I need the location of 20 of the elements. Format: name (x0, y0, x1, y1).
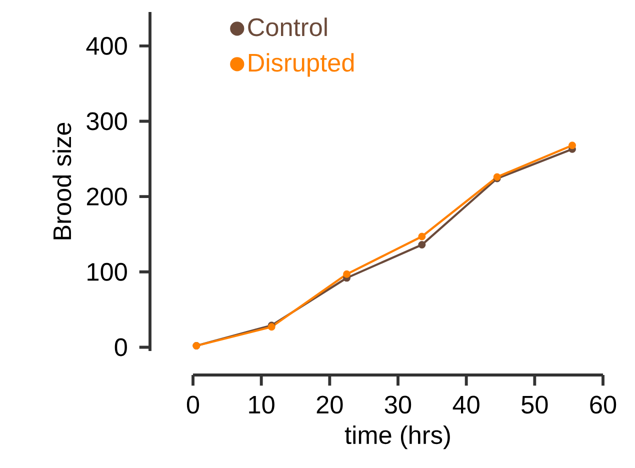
y-tick-label: 400 (86, 36, 127, 55)
x-tick-label: 60 (590, 396, 616, 414)
y-tick-label: 200 (86, 188, 127, 206)
point (343, 270, 350, 278)
x-tick-label: 50 (522, 396, 548, 414)
x-tick-label: 20 (316, 396, 343, 414)
point (418, 241, 426, 249)
x-tick-label: 10 (249, 396, 274, 414)
legend-label: Disrupted (248, 53, 354, 77)
point (418, 232, 426, 240)
y-axis-title: Brood size (52, 122, 72, 240)
legend-label: Control (248, 18, 327, 36)
x-axis-title: time (hrs) (344, 425, 450, 450)
y-tick-label: 0 (114, 338, 127, 356)
x-tick-label: 0 (186, 396, 200, 414)
x-tick-label: 40 (452, 396, 480, 414)
y-tick-label: 100 (88, 262, 127, 281)
x-tick-label: 30 (384, 396, 412, 414)
y-tick-label: 300 (86, 112, 127, 130)
point (568, 142, 576, 150)
